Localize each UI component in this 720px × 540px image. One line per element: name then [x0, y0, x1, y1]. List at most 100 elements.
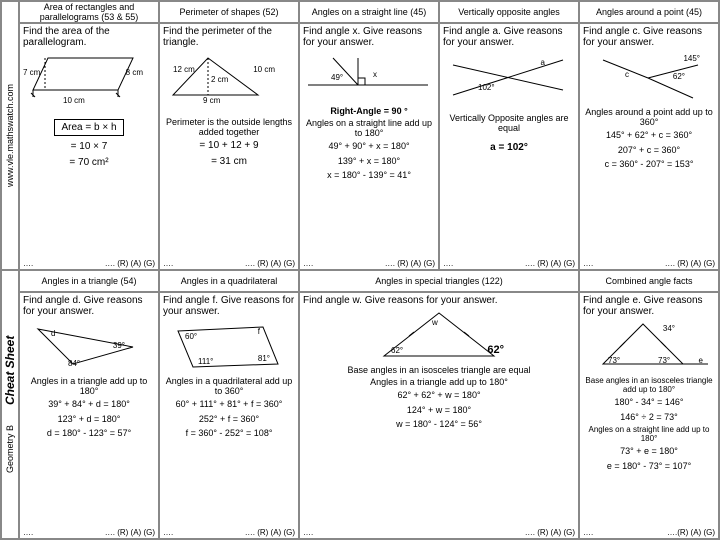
- side-url: www.vle.mathswatch.com: [1, 1, 19, 270]
- hdr2-3: Angles in special triangles (122): [299, 270, 579, 292]
- q1: Find the area of the parallelogram.: [23, 26, 155, 48]
- lbl-49: 49°: [331, 73, 343, 82]
- ft9: ….(R) (A) (G): [667, 528, 715, 537]
- lbl-f: f: [258, 327, 260, 336]
- calc6a: 39° + 84° + d = 180°: [23, 398, 155, 411]
- hdr-4: Vertically opposite angles: [439, 1, 579, 23]
- rule-point: Angles around a point add up to 360°: [583, 107, 715, 127]
- calc8a: 62° + 62° + w = 180°: [303, 389, 575, 402]
- calc1a: = 10 × 7: [23, 140, 155, 154]
- lbl-12cm: 12 cm: [173, 65, 195, 74]
- cell-vertical: Find angle a. Give reasons for your answ…: [439, 23, 579, 270]
- lbl-9cm: 9 cm: [203, 96, 220, 105]
- calc6c: d = 180° - 123° = 57°: [23, 427, 155, 440]
- lbl-7cm: 7 cm: [23, 68, 40, 77]
- lbl-62b: 62°: [487, 344, 504, 356]
- lbl-60: 60°: [185, 332, 197, 341]
- side-cheat: Geometry B Cheat Sheet: [1, 270, 19, 539]
- side-geom: Geometry B: [5, 425, 15, 473]
- hdr2-2: Angles in a quadrilateral: [159, 270, 299, 292]
- calc2b: = 31 cm: [163, 155, 295, 169]
- lbl-8cm: 8 cm: [126, 68, 143, 77]
- cell-tri-angle: Find angle d. Give reasons for your answ…: [19, 292, 159, 539]
- calc1b: = 70 cm²: [23, 156, 155, 170]
- hdr-1: Area of rectangles and parallelograms (5…: [19, 1, 159, 23]
- rule-quad: Angles in a quadrilateral add up to 360°: [163, 376, 295, 396]
- q5: Find angle c. Give reasons for your answ…: [583, 26, 715, 48]
- calc5a: 145° + 62° + c = 360°: [583, 129, 715, 142]
- ftl9: ….: [583, 528, 593, 537]
- lbl-102: 102°: [478, 83, 495, 92]
- fig-quad: 60° f 111° 81°: [163, 319, 295, 374]
- calc7c: f = 360° - 252° = 108°: [163, 427, 295, 440]
- rule-comb2: Angles on a straight line add up to 180°: [583, 425, 715, 443]
- calc3a: 49° + 90° + x = 180°: [303, 140, 435, 153]
- worksheet-grid: www.vle.mathswatch.com Area of rectangle…: [0, 0, 720, 540]
- rule-comb1: Base angles in an isosceles triangle add…: [583, 376, 715, 394]
- hdr-2: Perimeter of shapes (52): [159, 1, 299, 23]
- ftl3: ….: [303, 259, 313, 268]
- cell-perimeter: Find the perimeter of the triangle. 12 c…: [159, 23, 299, 270]
- q4: Find angle a. Give reasons for your answ…: [443, 26, 575, 48]
- fig-straightline: 49° x: [303, 50, 435, 105]
- formula-box: Area = b × h: [54, 119, 123, 136]
- lbl-84: 84°: [68, 359, 80, 368]
- ftl7: ….: [163, 528, 173, 537]
- fig-tri2: d 39° 84°: [23, 319, 155, 374]
- calc2a: = 10 + 12 + 9: [163, 139, 295, 153]
- lbl-62: 62°: [673, 72, 685, 81]
- lbl-34: 34°: [663, 324, 675, 333]
- calc9d: e = 180° - 73° = 107°: [583, 460, 715, 473]
- lbl-81: 81°: [258, 354, 270, 363]
- calc4: a = 102°: [443, 141, 575, 155]
- ft1: …. (R) (A) (G): [105, 259, 155, 268]
- calc7b: 252° + f = 360°: [163, 413, 295, 426]
- calc8c: w = 180° - 124° = 56°: [303, 418, 575, 431]
- calc7a: 60° + 111° + 81° + f = 360°: [163, 398, 295, 411]
- lbl-73b: 73°: [658, 356, 670, 365]
- lbl-73a: 73°: [608, 356, 620, 365]
- ftl8: ….: [303, 528, 313, 537]
- ftl1: ….: [23, 259, 33, 268]
- cell-point: Find angle c. Give reasons for your answ…: [579, 23, 719, 270]
- ft8: …. (R) (A) (G): [525, 528, 575, 537]
- ftl2: ….: [163, 259, 173, 268]
- calc9b: 146° ÷ 2 = 73°: [583, 411, 715, 424]
- lbl-10cm: 10 cm: [63, 96, 85, 105]
- cell-quad: Find angle f. Give reasons for your answ…: [159, 292, 299, 539]
- rule-iso2: Angles in a triangle add up to 180°: [303, 377, 575, 387]
- cell-straightline: Find angle x. Give reasons for your answ…: [299, 23, 439, 270]
- calc5b: 207° + c = 360°: [583, 144, 715, 157]
- calc5c: c = 360° - 207° = 153°: [583, 158, 715, 171]
- rule-vertical: Vertically Opposite angles are equal: [443, 113, 575, 133]
- calc8b: 124° + w = 180°: [303, 404, 575, 417]
- lbl-111: 111°: [198, 357, 213, 366]
- cell-isosceles: Find angle w. Give reasons for your answ…: [299, 292, 579, 539]
- hdr-5: Angles around a point (45): [579, 1, 719, 23]
- hdr-3: Angles on a straight line (45): [299, 1, 439, 23]
- ftl4: ….: [443, 259, 453, 268]
- calc9a: 180° - 34° = 146°: [583, 396, 715, 409]
- fig-combined: 34° 73° 73° e: [583, 319, 715, 374]
- lbl-145: 145°: [683, 54, 700, 63]
- lbl-d: d: [51, 329, 55, 338]
- ft5: …. (R) (A) (G): [665, 259, 715, 268]
- q3: Find angle x. Give reasons for your answ…: [303, 26, 435, 48]
- lbl-e: e: [699, 356, 703, 365]
- lbl-10cm2: 10 cm: [253, 65, 275, 74]
- q2: Find the perimeter of the triangle.: [163, 26, 295, 48]
- ft3: …. (R) (A) (G): [385, 259, 435, 268]
- cell-combined: Find angle e. Give reasons for your answ…: [579, 292, 719, 539]
- rule-straightline: Angles on a straight line add up to 180°: [303, 118, 435, 138]
- lbl-a: a: [541, 58, 545, 67]
- hdr2-1: Angles in a triangle (54): [19, 270, 159, 292]
- lbl-62a: 62°: [391, 346, 403, 355]
- calc3c: x = 180° - 139° = 41°: [303, 169, 435, 182]
- rule-tri: Angles in a triangle add up to 180°: [23, 376, 155, 396]
- fig-point: 145° c 62°: [583, 50, 715, 105]
- lbl-c: c: [625, 70, 629, 79]
- rule-iso1: Base angles in an isosceles triangle are…: [303, 365, 575, 375]
- lbl-w: w: [432, 318, 438, 327]
- q9: Find angle e. Give reasons for your answ…: [583, 295, 715, 317]
- ft6: …. (R) (A) (G): [105, 528, 155, 537]
